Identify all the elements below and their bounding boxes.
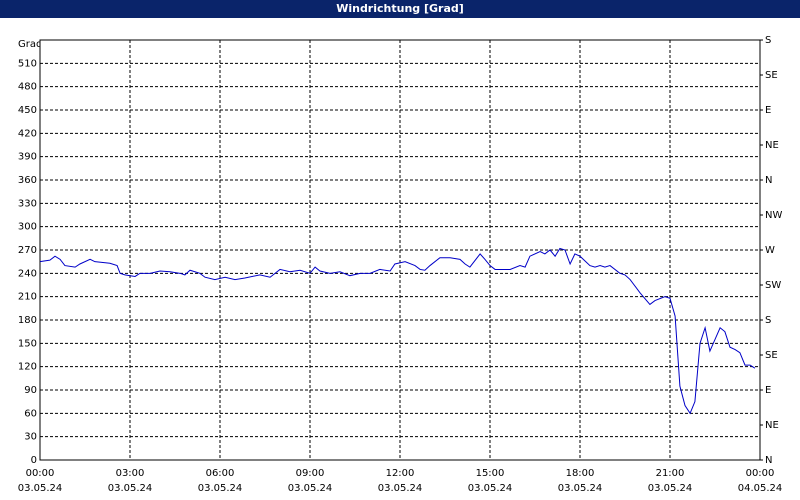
x-tick-date: 04.05.24 (738, 483, 783, 494)
y-axis-label: Grad (18, 39, 42, 50)
y2-tick-label: NW (765, 210, 782, 221)
y2-tick-label: SE (765, 350, 778, 361)
y-tick-label: 390 (18, 152, 37, 163)
y2-tick-label: N (765, 455, 772, 466)
y2-tick-label: NE (765, 420, 779, 431)
x-tick-date: 03.05.24 (468, 483, 513, 494)
y2-tick-label: W (765, 245, 775, 256)
x-tick-date: 03.05.24 (558, 483, 603, 494)
x-tick-label: 18:00 (566, 468, 595, 479)
y2-tick-label: SW (765, 280, 781, 291)
x-tick-date: 03.05.24 (378, 483, 423, 494)
y-tick-label: 210 (18, 292, 37, 303)
chart-title: Windrichtung [Grad] (336, 2, 464, 15)
x-tick-label: 06:00 (206, 468, 235, 479)
x-tick-date: 03.05.24 (648, 483, 693, 494)
y-tick-label: 0 (31, 455, 37, 466)
y2-tick-label: NE (765, 140, 779, 151)
data-line (39, 247, 756, 415)
x-tick-date: 03.05.24 (18, 483, 63, 494)
x-tick-date: 03.05.24 (288, 483, 333, 494)
y-tick-label: 180 (18, 315, 37, 326)
y-tick-label: 60 (24, 408, 37, 419)
y2-tick-label: N (765, 175, 772, 186)
y-tick-label: 120 (18, 362, 37, 373)
y-tick-label: 150 (18, 338, 37, 349)
y-tick-label: 450 (18, 105, 37, 116)
y-tick-label: 90 (24, 385, 37, 396)
x-tick-date: 03.05.24 (108, 483, 153, 494)
y2-tick-label: E (765, 385, 771, 396)
x-tick-label: 12:00 (386, 468, 415, 479)
y-tick-label: 300 (18, 222, 37, 233)
x-tick-label: 09:00 (296, 468, 325, 479)
title-bar (0, 0, 800, 18)
y-tick-label: 240 (18, 268, 37, 279)
y-tick-label: 330 (18, 198, 37, 209)
x-tick-label: 00:00 (26, 468, 55, 479)
x-tick-label: 21:00 (656, 468, 685, 479)
y2-tick-label: S (765, 315, 771, 326)
y-tick-label: 270 (18, 245, 37, 256)
y-tick-label: 420 (18, 128, 37, 139)
x-tick-label: 15:00 (476, 468, 505, 479)
y2-tick-label: SE (765, 70, 778, 81)
x-tick-date: 03.05.24 (198, 483, 243, 494)
x-tick-label: 00:00 (746, 468, 775, 479)
y-tick-label: 360 (18, 175, 37, 186)
y-tick-label: 510 (18, 58, 37, 69)
x-tick-label: 03:00 (116, 468, 145, 479)
y-tick-label: 480 (18, 82, 37, 93)
y-tick-label: 30 (24, 432, 37, 443)
y2-tick-label: E (765, 105, 771, 116)
y2-tick-label: S (765, 35, 771, 46)
